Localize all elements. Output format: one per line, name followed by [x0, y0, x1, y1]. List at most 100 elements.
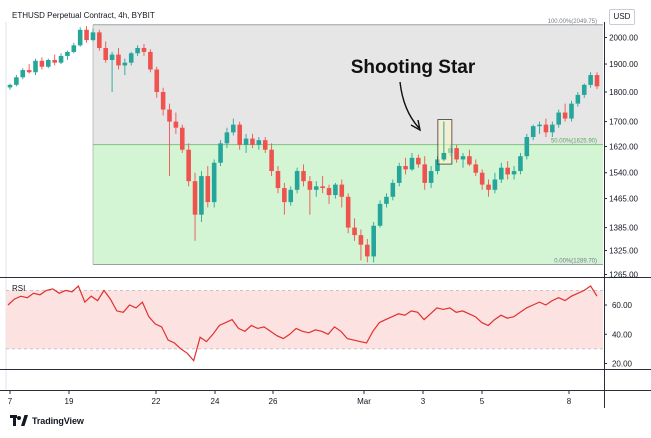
candle-body [7, 84, 13, 88]
candle-body [575, 94, 581, 104]
candle-body [33, 60, 38, 73]
rsi-axis-tick-label: 40.00 [612, 330, 633, 339]
candle-body [20, 70, 26, 78]
shooting-star-annotation: Shooting Star [351, 57, 476, 78]
candle-body [454, 148, 459, 160]
candle-body [275, 171, 281, 189]
candle-body [537, 124, 542, 127]
candle-body [141, 47, 147, 52]
price-axis-tick-label: 1325.00 [609, 247, 638, 256]
candle-body [435, 159, 440, 172]
candle-body [256, 140, 262, 145]
rsi-axis-tick-label: 60.00 [612, 301, 633, 310]
footer-branding: TradingView [10, 414, 84, 428]
candle-body [486, 184, 491, 190]
tradingview-logo-icon [10, 415, 28, 426]
candle-body [492, 179, 498, 190]
candle-body [192, 181, 198, 215]
candle-body [231, 124, 236, 133]
candle-body [498, 167, 504, 180]
candle-body [396, 166, 402, 183]
candle-body [505, 167, 510, 175]
candle-body [441, 152, 447, 160]
candle-body [416, 157, 421, 165]
candle-body [84, 29, 89, 41]
fib-level-label: 100.00%(2049.75) [548, 19, 597, 25]
candle-body [58, 55, 64, 63]
candle-body [39, 60, 45, 67]
price-axis-tick-label: 1540.00 [609, 169, 638, 178]
candle-body [109, 54, 115, 60]
candle-body [365, 244, 370, 257]
candle-body [581, 84, 587, 95]
candle-body [135, 47, 140, 54]
candle-body [320, 186, 325, 189]
candle-body [90, 32, 96, 41]
candle-body [345, 196, 351, 228]
candle-body [562, 112, 568, 119]
candle-body [518, 156, 523, 172]
candle-body [218, 143, 223, 163]
shooting-star-box [437, 119, 453, 165]
candle-body [358, 235, 364, 245]
candle-body [282, 188, 287, 203]
candle-body [377, 203, 383, 226]
time-axis-tick-label: 3 [421, 397, 426, 406]
candle-body [186, 149, 191, 182]
candle-body [588, 75, 593, 85]
candle-body [333, 184, 338, 196]
candle-body [524, 137, 530, 157]
candle-body [467, 156, 472, 165]
candle-body [250, 138, 255, 145]
candle-body [301, 171, 306, 182]
time-axis-tick-label: 24 [211, 397, 220, 406]
candle-body [403, 166, 408, 170]
candle-body [77, 29, 83, 46]
price-axis-tick-label: 1620.00 [609, 143, 638, 152]
price-axis-tick-label: 1700.00 [609, 118, 638, 127]
time-axis-tick-label: Mar [357, 397, 371, 406]
candle-body [243, 138, 249, 145]
candle-body [569, 103, 574, 119]
candle-body [371, 225, 376, 257]
annotation-arrowhead [410, 119, 421, 132]
candle-body [179, 127, 185, 150]
candle-body [224, 132, 230, 144]
currency-selector[interactable]: USD [609, 9, 635, 25]
candle-body [103, 47, 109, 60]
candle-body [288, 189, 294, 203]
candle-body [511, 171, 517, 175]
candle-body [262, 140, 268, 150]
candle-body [409, 157, 415, 170]
rsi-line [7, 284, 598, 362]
time-axis-tick-label: 26 [269, 397, 278, 406]
price-axis-tick-label: 1385.00 [609, 224, 638, 233]
candle-body [97, 32, 102, 48]
chart-title: ETHUSD Perpetual Contract, 4h, BYBIT [12, 11, 155, 20]
candle-body [154, 69, 160, 93]
candle-body [530, 126, 536, 138]
time-axis-tick-label: 7 [8, 397, 13, 406]
time-axis-tick-label: 8 [567, 397, 572, 406]
candle-body [65, 51, 70, 56]
price-axis-tick-label: 1800.00 [609, 88, 638, 97]
rsi-band [6, 290, 603, 349]
candle-body [307, 181, 313, 190]
fib-level-label: 50.00%(1625.90) [551, 139, 597, 145]
candle-body [313, 186, 319, 190]
candle-body [199, 176, 204, 215]
candle-body [45, 59, 51, 67]
price-axis-tick-label: 1900.00 [609, 60, 638, 69]
candle-body [428, 171, 434, 183]
candle-body [460, 156, 466, 160]
candle-body [26, 70, 32, 73]
price-axis-tick-label: 1465.00 [609, 195, 638, 204]
candle-body [128, 53, 134, 63]
candle-body [294, 171, 300, 190]
candle-body [173, 121, 179, 128]
candle-body [205, 176, 211, 203]
candle-body [384, 196, 389, 204]
annotation-arrow [399, 81, 420, 129]
